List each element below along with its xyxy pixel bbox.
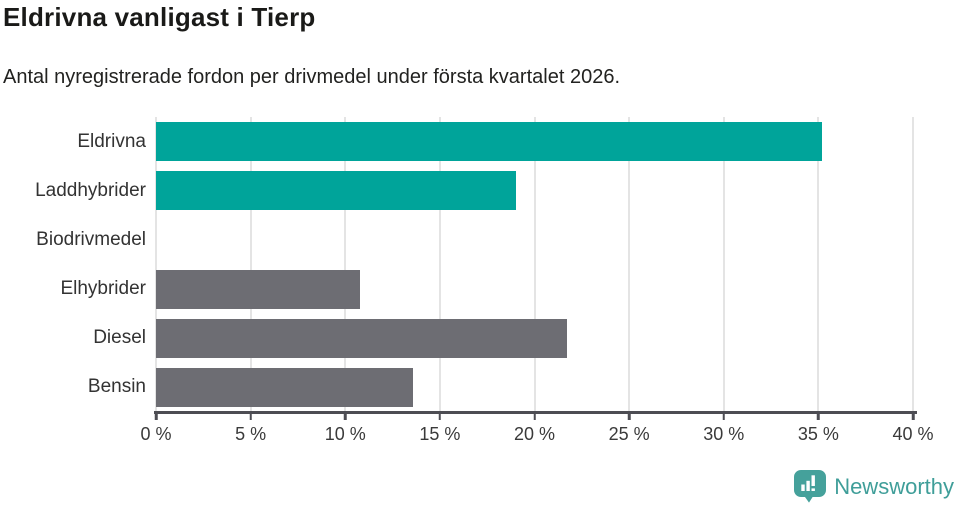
bar-diesel	[156, 318, 567, 358]
category-label-bensin: Bensin	[87, 376, 146, 398]
chart-subtitle: Antal nyregistrerade fordon per drivmede…	[3, 66, 621, 88]
x-axis-tick-label-20: 20 %	[513, 424, 556, 444]
gridline-5	[249, 117, 252, 412]
category-label-biodrivmedel: Biodrivmedel	[36, 228, 146, 250]
x-axis-tick-10	[344, 412, 347, 420]
newsworthy-brand-label: Newsworthy	[834, 473, 954, 499]
gridline-40	[912, 117, 914, 412]
x-axis-tick-label-5: 5 %	[235, 424, 267, 444]
x-axis-tick-30	[722, 412, 725, 420]
gridline-0	[155, 117, 157, 412]
x-axis-tick-label-35: 35 %	[797, 424, 839, 444]
gridline-25	[628, 117, 631, 412]
x-axis-tick-label-15: 15 %	[419, 424, 461, 444]
newsworthy-brand-link[interactable]: Newsworthy	[794, 470, 954, 503]
category-label-eldrivna: Eldrivna	[77, 130, 146, 152]
gridline-10	[344, 117, 347, 412]
x-axis-tick-40	[911, 412, 915, 420]
category-label-diesel: Diesel	[93, 327, 146, 349]
x-axis-tick-label-25: 25 %	[608, 424, 650, 444]
chart-title: Eldrivna vanligast i Tierp	[3, 2, 316, 32]
category-label-elhybrider: Elhybrider	[60, 278, 146, 300]
gridline-30	[722, 117, 725, 412]
bar-elhybrider	[156, 269, 361, 309]
x-axis-tick-15	[438, 412, 442, 420]
newsworthy-logo-icon	[794, 470, 827, 503]
x-axis-line	[154, 411, 917, 414]
x-axis-tick-5	[249, 412, 252, 420]
x-axis-tick-35	[817, 412, 820, 420]
gridline-35	[817, 117, 820, 412]
gridline-20	[533, 117, 536, 412]
bar-laddhybrider	[156, 171, 516, 211]
x-axis-tick-25	[627, 412, 631, 420]
x-axis-tick-label-0: 0 %	[140, 424, 172, 444]
x-axis-tick-label-10: 10 %	[324, 424, 366, 444]
category-label-laddhybrider: Laddhybrider	[35, 179, 146, 201]
bar-eldrivna	[156, 122, 823, 162]
x-axis-tick-label-40: 40 %	[892, 424, 934, 444]
x-axis-tick-label-30: 30 %	[703, 424, 745, 444]
bar-bensin	[156, 367, 414, 407]
x-axis-tick-0	[154, 412, 158, 420]
gridline-15	[438, 117, 441, 412]
x-axis-tick-20	[533, 412, 536, 420]
